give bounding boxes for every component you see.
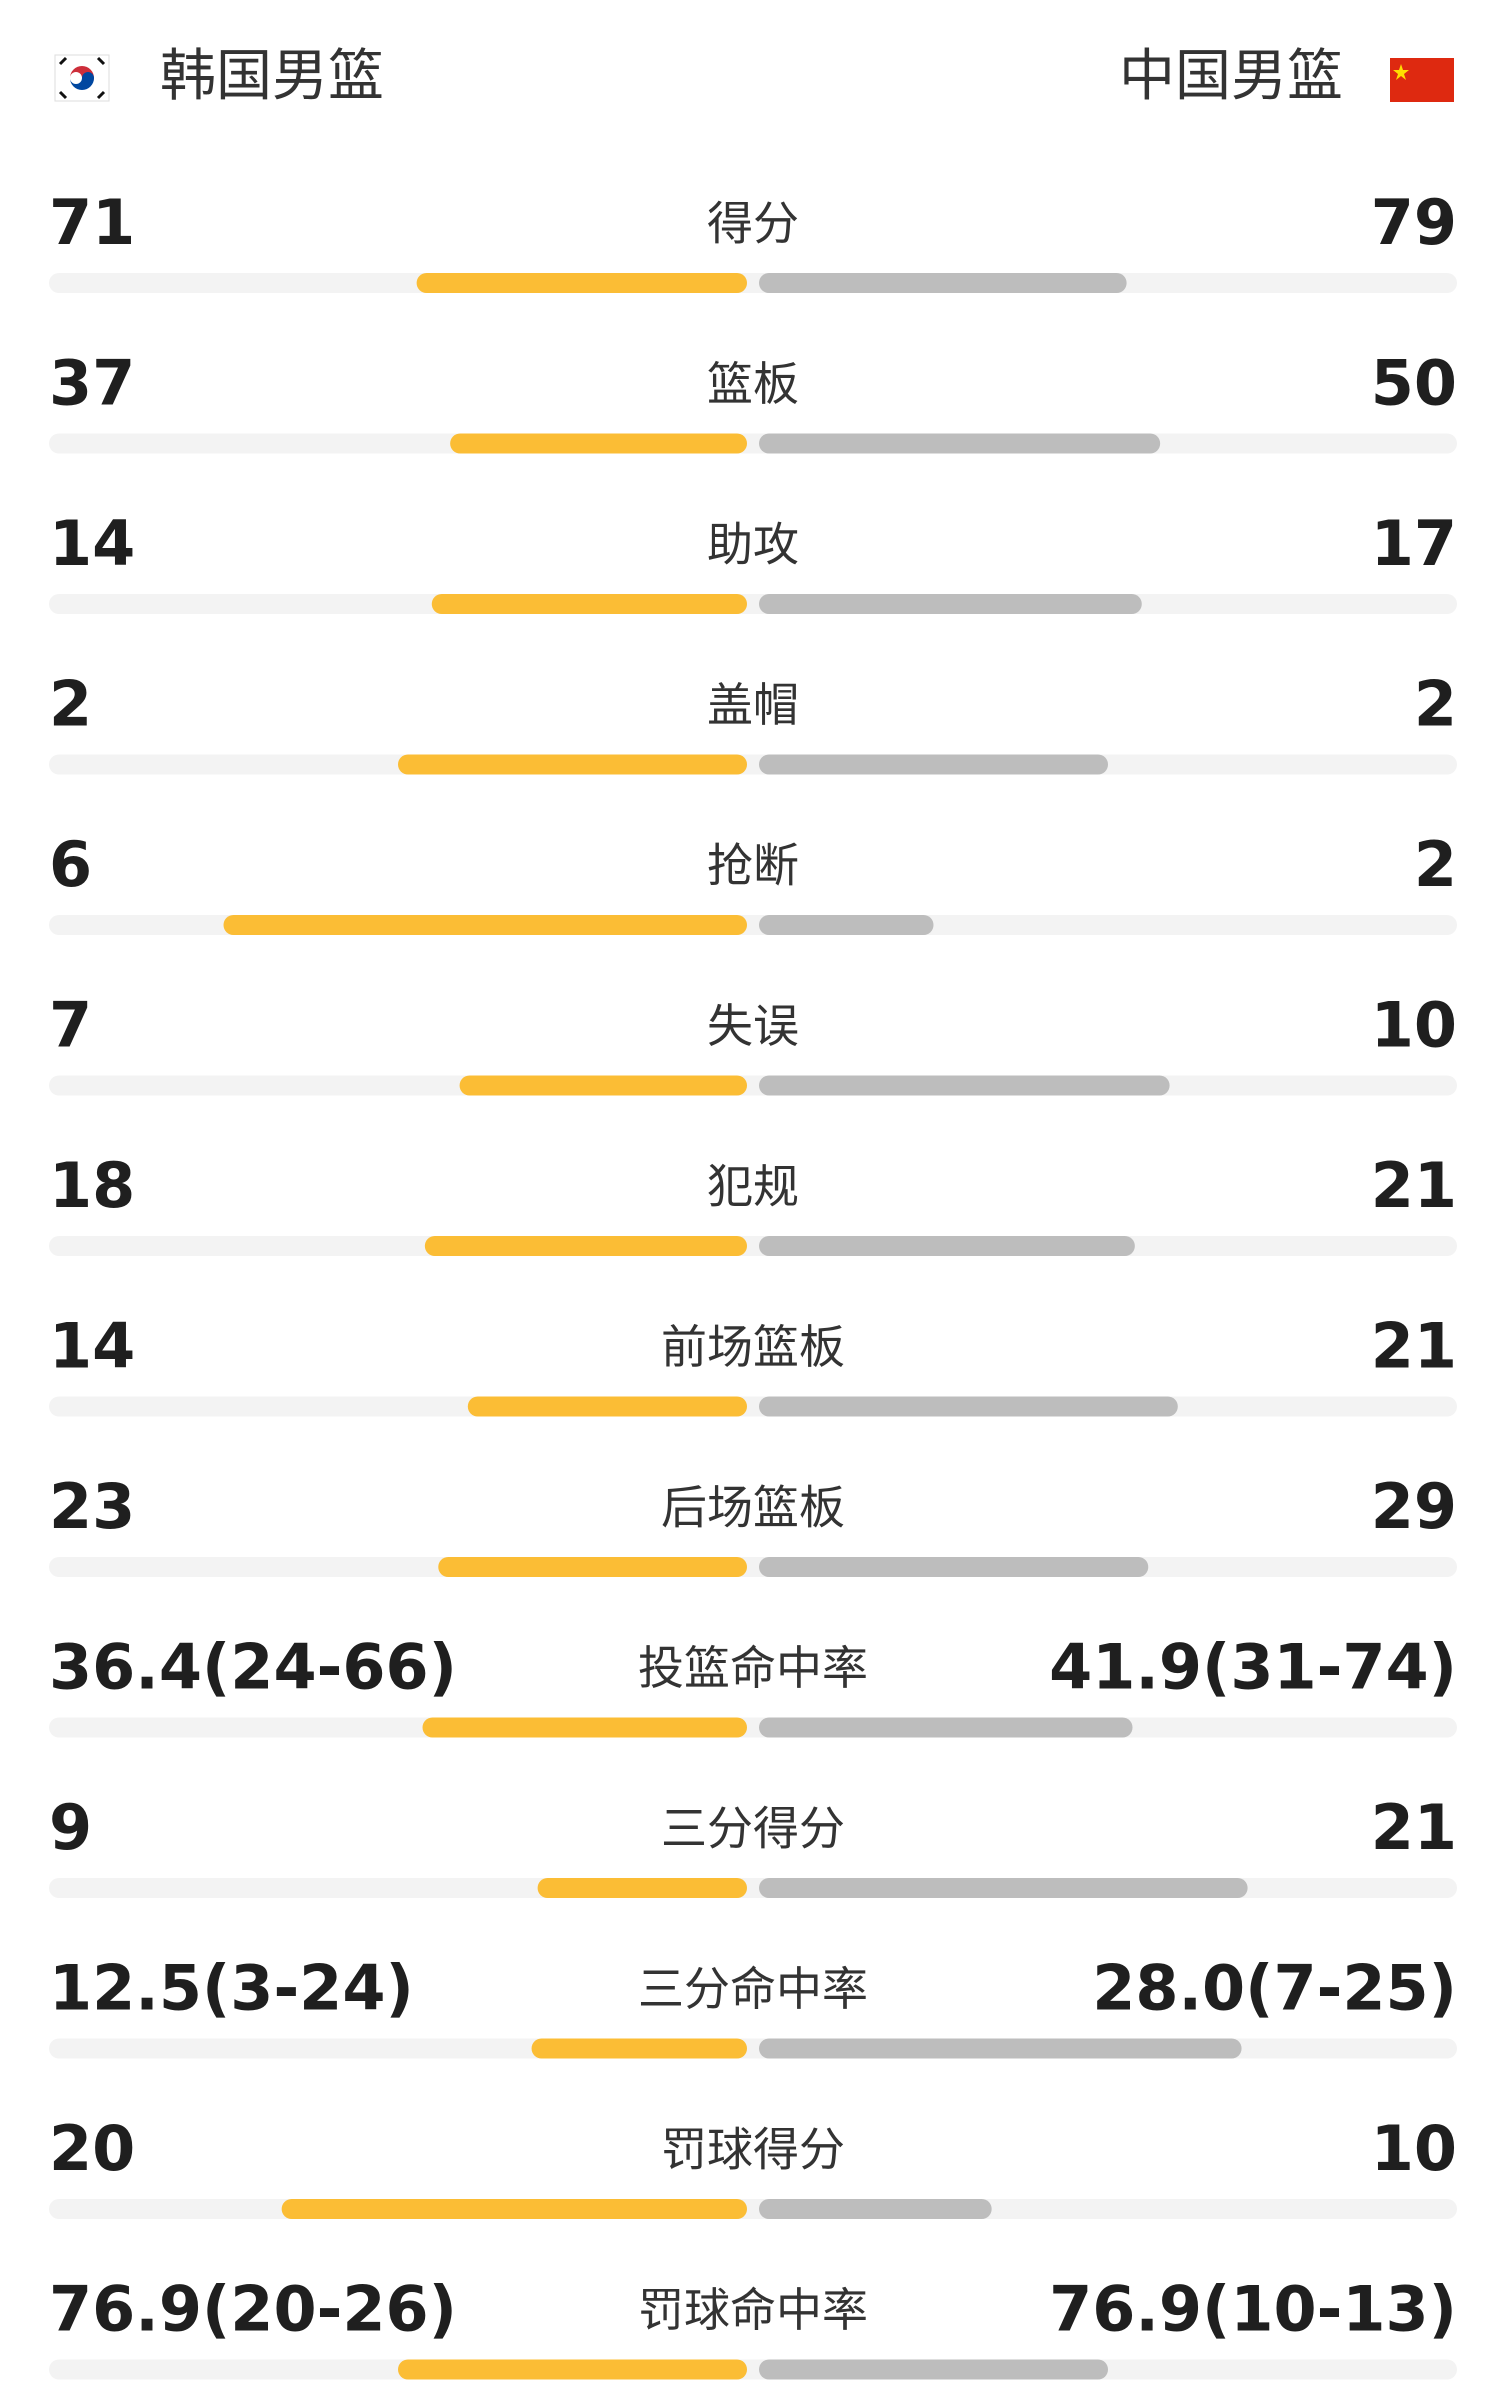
home-value: 2	[49, 668, 92, 741]
home-value: 6	[49, 828, 92, 901]
bar-track	[49, 433, 1457, 454]
bar-track	[49, 594, 1457, 614]
stat-label: 罚球命中率	[638, 2283, 868, 2337]
bar-track	[49, 754, 1457, 775]
away-value: 76.9(10-13)	[1049, 2273, 1457, 2346]
away-bar	[759, 433, 1161, 454]
away-bar	[759, 1075, 1170, 1096]
away-bar	[759, 1396, 1178, 1417]
stat-label: 三分命中率	[638, 1962, 868, 2016]
away-value: 2	[1414, 668, 1457, 741]
home-bar	[537, 1878, 747, 1898]
home-value: 71	[49, 186, 135, 259]
home-value: 7	[49, 989, 92, 1062]
home-bar	[467, 1396, 747, 1417]
home-bar	[223, 915, 747, 935]
stat-label: 投篮命中率	[638, 1641, 868, 1695]
away-bar	[759, 2199, 992, 2219]
home-bar	[531, 2038, 747, 2059]
away-bar	[759, 1236, 1135, 1256]
stat-label: 后场篮板	[661, 1481, 845, 1535]
bar-track	[49, 1236, 1457, 1256]
home-bar	[438, 1557, 747, 1577]
away-value: 2	[1414, 828, 1457, 901]
bar-track	[49, 2199, 1457, 2219]
stat-label: 犯规	[707, 1160, 799, 1214]
home-flag	[54, 54, 110, 102]
bar-track	[49, 2359, 1457, 2380]
away-value: 10	[1371, 989, 1457, 1062]
away-value: 17	[1371, 507, 1457, 580]
bar-track	[49, 1075, 1457, 1096]
away-value: 21	[1371, 1310, 1457, 1383]
away-value: 28.0(7-25)	[1092, 1952, 1457, 2025]
away-value: 41.9(31-74)	[1049, 1631, 1457, 1704]
away-value: 79	[1371, 186, 1457, 259]
home-bar	[450, 433, 747, 454]
home-bar	[422, 1717, 747, 1738]
stat-label: 盖帽	[707, 678, 799, 732]
away-bar	[759, 1717, 1133, 1738]
home-value: 18	[49, 1149, 135, 1222]
home-team: 韩国男篮	[160, 44, 384, 109]
home-value: 12.5(3-24)	[49, 1952, 414, 2025]
away-bar	[759, 273, 1127, 293]
stat-label: 篮板	[707, 357, 799, 411]
stat-label: 前场篮板	[661, 1320, 845, 1374]
bar-track	[49, 1717, 1457, 1738]
stat-label: 得分	[707, 197, 799, 251]
away-value: 21	[1371, 1149, 1457, 1222]
bar-track	[49, 1396, 1457, 1417]
home-value: 37	[49, 347, 135, 420]
home-bar	[431, 594, 747, 614]
home-bar	[398, 754, 747, 775]
stat-label: 抢断	[707, 839, 799, 893]
home-value: 14	[49, 507, 135, 580]
bar-track	[49, 273, 1457, 293]
away-bar	[759, 1557, 1149, 1577]
bar-track	[49, 1557, 1457, 1577]
home-bar	[398, 2359, 747, 2380]
stat-label: 三分得分	[661, 1802, 845, 1856]
home-value: 14	[49, 1310, 135, 1383]
bar-track	[49, 2038, 1457, 2059]
away-bar	[759, 594, 1142, 614]
away-value: 10	[1371, 2112, 1457, 2185]
away-bar	[759, 2038, 1242, 2059]
home-value: 76.9(20-26)	[49, 2273, 457, 2346]
stat-label: 罚球得分	[661, 2123, 845, 2177]
home-bar	[416, 273, 747, 293]
home-value: 23	[49, 1470, 135, 1543]
away-value: 29	[1371, 1470, 1457, 1543]
home-value: 36.4(24-66)	[49, 1631, 457, 1704]
away-bar	[759, 754, 1108, 775]
stat-label: 失误	[707, 999, 799, 1053]
away-flag	[1390, 58, 1454, 102]
home-bar	[281, 2199, 747, 2219]
home-value: 20	[49, 2112, 135, 2185]
away-bar	[759, 2359, 1108, 2380]
home-bar	[424, 1236, 747, 1256]
away-bar	[759, 915, 934, 935]
away-bar	[759, 1878, 1248, 1898]
home-bar	[459, 1075, 747, 1096]
away-team: 中国男篮	[1119, 44, 1343, 109]
away-value: 50	[1371, 347, 1457, 420]
stat-label: 助攻	[707, 518, 799, 572]
home-value: 9	[49, 1791, 92, 1864]
away-value: 21	[1371, 1791, 1457, 1864]
